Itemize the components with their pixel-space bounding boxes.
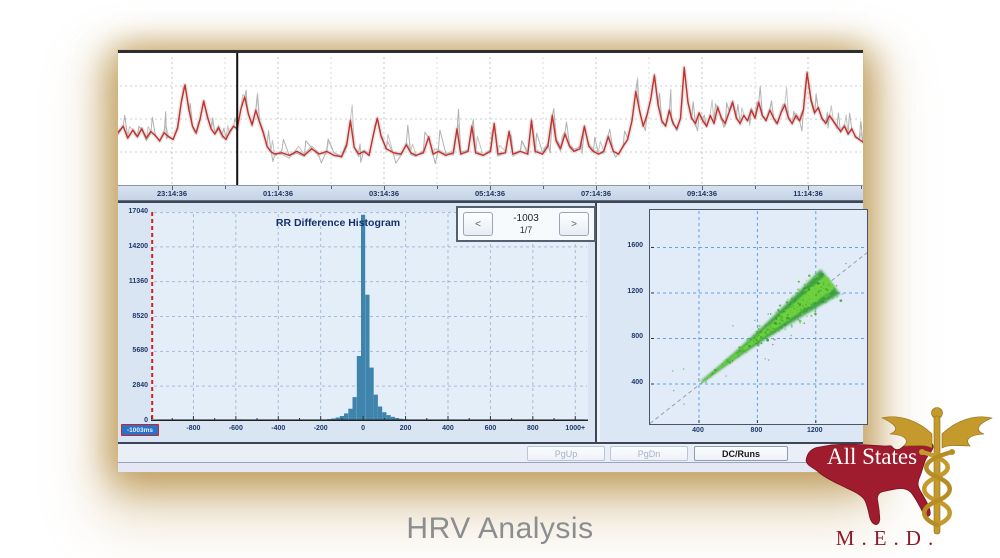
- page-caption: HRV Analysis: [406, 512, 594, 545]
- histogram-y-tick-label: 8520: [132, 312, 148, 320]
- time-tick-mark: [596, 186, 597, 190]
- all-states-med-logo: All States M.E.D.: [792, 400, 1000, 555]
- histogram-title: RR Difference Histogram: [275, 217, 401, 229]
- poincare-y-tick-label: 400: [631, 379, 643, 386]
- histogram-y-tick-label: 5680: [132, 347, 148, 355]
- poincare-y-tick-label: 1600: [627, 242, 643, 250]
- pager-readout: -1003 1/7: [513, 213, 539, 235]
- histogram-plot: [150, 212, 588, 422]
- logo-subtitle: M.E.D.: [835, 526, 941, 550]
- time-tick-label: 03:14:36: [368, 189, 400, 198]
- bin-range-badge: -1003ms: [121, 424, 159, 436]
- time-tick-mark: [861, 186, 862, 189]
- page-button-row: PgUp PgDn DC/Runs: [118, 442, 863, 462]
- pager-value: -1003: [513, 213, 539, 225]
- logo-title: All States: [826, 444, 918, 469]
- time-tick-mark: [649, 186, 650, 189]
- time-tick-mark: [543, 186, 544, 189]
- pager-page: 1/7: [519, 224, 533, 235]
- tachogram-time-axis: 23:14:36 01:14:36 03:14:36 05:14:36 07:14:36…: [118, 185, 863, 201]
- poincare-dots: [672, 262, 847, 405]
- poincare-y-tick-label: 1200: [627, 287, 643, 295]
- histogram-y-tick-label: 2840: [132, 382, 148, 390]
- histogram-x-tick-label: -200: [313, 425, 328, 432]
- rr-difference-histogram-panel: RR Difference Histogram < -1003 1/7 > -1…: [118, 203, 597, 442]
- time-tick-mark: [490, 186, 491, 190]
- time-tick-mark: [437, 186, 438, 189]
- histogram-x-tick-label: -400: [271, 425, 286, 432]
- bottom-strip: [118, 462, 863, 472]
- time-tick-label: 01:14:36: [262, 189, 294, 198]
- tachogram-chart[interactable]: [118, 50, 863, 186]
- histogram-y-tick-label: 14200: [128, 242, 148, 250]
- histogram-y-tick-label: 17040: [128, 208, 148, 215]
- histogram-x-tick-label: 600: [484, 425, 497, 432]
- time-tick-label: 23:14:36: [156, 189, 188, 198]
- time-tick-label: 05:14:36: [474, 189, 506, 198]
- pgdn-button[interactable]: PgDn: [610, 446, 688, 461]
- pgup-button[interactable]: PgUp: [527, 446, 605, 461]
- time-tick-label: 09:14:36: [686, 189, 718, 198]
- time-tick-mark: [755, 186, 756, 189]
- histogram-x-tick-label: 0: [361, 425, 366, 432]
- histogram-x-tick-label: 200: [399, 425, 412, 432]
- histogram-y-tick-label: 0: [144, 417, 148, 424]
- time-tick-mark: [225, 186, 226, 189]
- dcruns-button[interactable]: DC/Runs: [694, 446, 788, 461]
- histogram-x-tick-label: -800: [186, 425, 201, 432]
- histogram-x-tick-label: 800: [527, 425, 539, 432]
- histogram-y-tick-label: 11360: [128, 277, 148, 285]
- poincare-y-tick-label: 800: [631, 333, 643, 341]
- time-tick-mark: [331, 186, 332, 189]
- pager-prev-button[interactable]: <: [463, 212, 493, 236]
- histogram-x-tick-label: 400: [442, 425, 454, 432]
- time-tick-mark: [702, 186, 703, 190]
- caduceus-icon: [881, 407, 993, 535]
- time-tick-mark: [172, 186, 173, 190]
- time-tick-mark: [278, 186, 279, 190]
- histogram-x-tick-label: -600: [228, 425, 243, 432]
- time-tick-label: 07:14:36: [580, 189, 612, 198]
- histogram-x-tick-label: 1000+: [565, 425, 586, 432]
- time-tick-mark: [384, 186, 385, 190]
- poincare-x-tick-label: 1200: [807, 427, 823, 434]
- lower-panels: RR Difference Histogram < -1003 1/7 > -1…: [118, 201, 868, 442]
- poincare-plot: [649, 209, 868, 425]
- time-tick-mark: [808, 186, 809, 190]
- poincare-x-tick-label: 800: [750, 427, 763, 434]
- hrv-app-window: 23:14:36 01:14:36 03:14:36 05:14:36 07:14:36…: [118, 50, 868, 472]
- time-tick-label: 11:14:36: [793, 189, 823, 198]
- pager-next-button[interactable]: >: [558, 212, 589, 236]
- poincare-panel: 1600 1200 800 400 400 800 1200: [600, 203, 868, 442]
- histogram-bars: [153, 214, 586, 421]
- poincare-x-tick-label: 400: [692, 427, 704, 434]
- histogram-pager: < -1003 1/7 >: [456, 206, 596, 242]
